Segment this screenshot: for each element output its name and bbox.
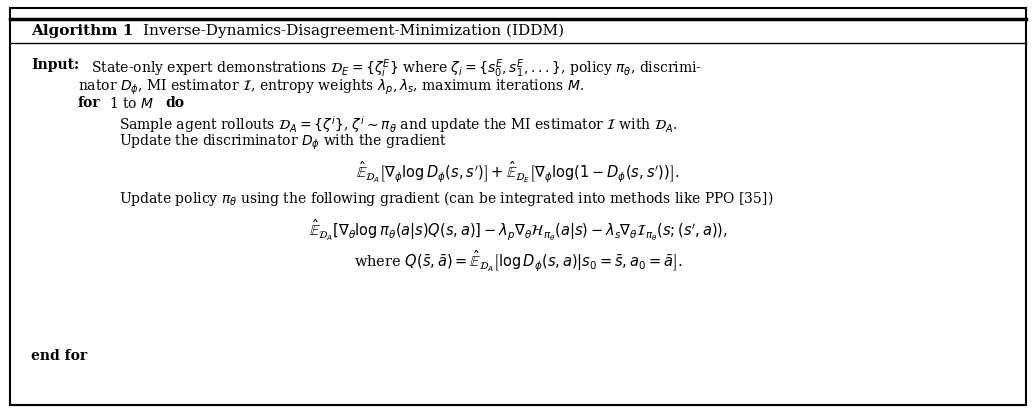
Text: where $Q(\bar{s},\bar{a}) = \hat{\mathbb{E}}_{\mathcal{D}_A}\left[\log D_\phi(s,: where $Q(\bar{s},\bar{a}) = \hat{\mathbb… — [354, 250, 682, 274]
Text: Update policy $\pi_\theta$ using the following gradient (can be integrated into : Update policy $\pi_\theta$ using the fol… — [119, 189, 774, 208]
Text: Sample agent rollouts $\mathcal{D}_A = \{\zeta^i\}$, $\zeta^i \sim \pi_\theta$ a: Sample agent rollouts $\mathcal{D}_A = \… — [119, 114, 678, 135]
Text: for: for — [78, 96, 100, 110]
Text: end for: end for — [31, 349, 87, 363]
Text: $\hat{\mathbb{E}}_{\mathcal{D}_A}[\nabla_\theta \log \pi_\theta(a|s)Q(s,a)] - \l: $\hat{\mathbb{E}}_{\mathcal{D}_A}[\nabla… — [309, 219, 727, 243]
Text: do: do — [166, 96, 184, 110]
Text: Inverse-Dynamics-Disagreement-Minimization (IDDM): Inverse-Dynamics-Disagreement-Minimizati… — [143, 24, 564, 38]
FancyBboxPatch shape — [10, 8, 1026, 405]
Text: 1 to $M$: 1 to $M$ — [109, 96, 154, 111]
Text: nator $D_\phi$, MI estimator $\mathcal{I}$, entropy weights $\lambda_p, \lambda_: nator $D_\phi$, MI estimator $\mathcal{I… — [78, 78, 584, 97]
Text: Algorithm 1: Algorithm 1 — [31, 24, 134, 38]
Text: $\hat{\mathbb{E}}_{\mathcal{D}_A}\left[\nabla_\phi \log D_\phi(s,s^\prime)\right: $\hat{\mathbb{E}}_{\mathcal{D}_A}\left[\… — [356, 161, 680, 185]
Text: Update the discriminator $D_\phi$ with the gradient: Update the discriminator $D_\phi$ with t… — [119, 133, 448, 152]
Text: Input:: Input: — [31, 58, 79, 72]
Text: State-only expert demonstrations $\mathcal{D}_E = \{\zeta_i^E\}$ where $\zeta_i : State-only expert demonstrations $\mathc… — [91, 58, 702, 81]
